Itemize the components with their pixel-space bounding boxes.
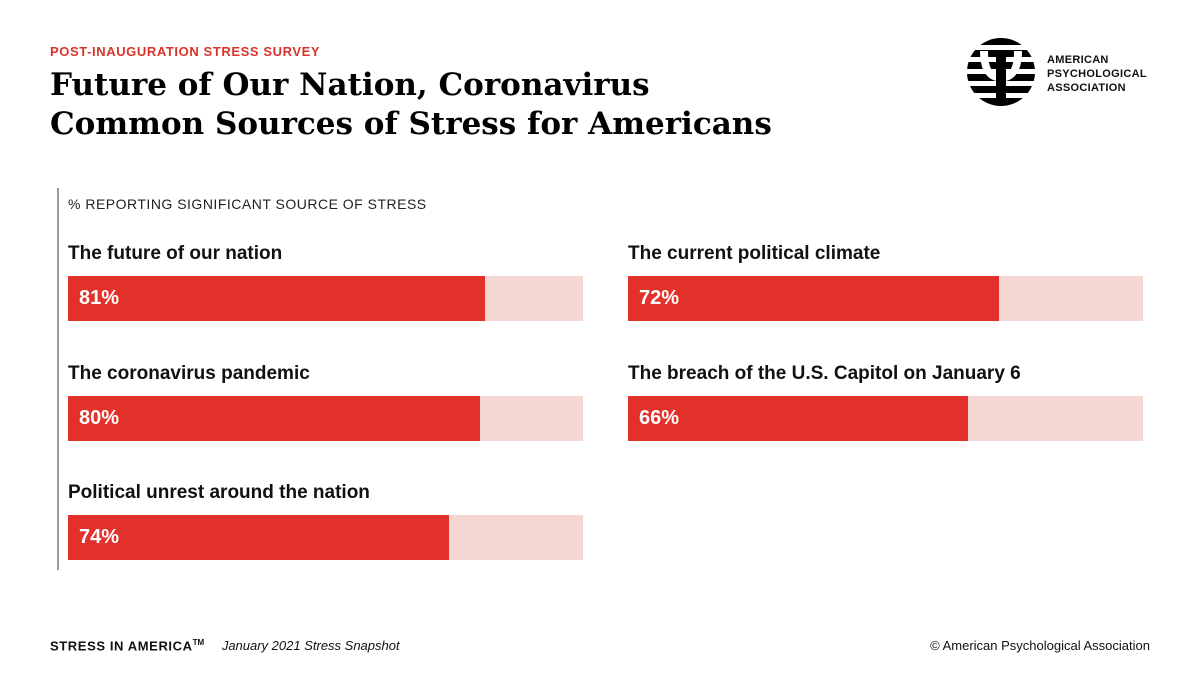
- bar-track: 72%: [628, 276, 1143, 321]
- chart-subtitle: % REPORTING SIGNIFICANT SOURCE OF STRESS: [68, 196, 427, 212]
- bar-fill: [68, 515, 450, 560]
- bar-label: The breach of the U.S. Capitol on Januar…: [628, 363, 1021, 384]
- psi-logo-icon: [967, 38, 1035, 106]
- title-line-2: Common Sources of Stress for Americans: [50, 106, 772, 142]
- logo-line-2: PSYCHOLOGICAL: [1047, 68, 1147, 80]
- bar-track: 66%: [628, 396, 1143, 441]
- bar-fill: [628, 396, 968, 441]
- footer-copyright: © American Psychological Association: [930, 638, 1150, 653]
- footer-brand: STRESS IN AMERICA: [50, 638, 193, 654]
- bar-value-label: 80%: [79, 407, 120, 429]
- bar-value-label: 66%: [639, 407, 680, 429]
- logo-wordmark: AMERICAN PSYCHOLOGICAL ASSOCIATION: [1047, 53, 1147, 95]
- chart-axis-line: [57, 188, 59, 570]
- bar-value-label: 81%: [79, 287, 120, 309]
- page-title: Future of Our Nation, Coronavirus Common…: [50, 66, 870, 144]
- title-line-1: Future of Our Nation, Coronavirus: [50, 67, 650, 103]
- survey-kicker: POST-INAUGURATION STRESS SURVEY: [50, 44, 321, 59]
- bar-track: 81%: [68, 276, 583, 321]
- footer-trademark: TM: [192, 638, 205, 647]
- bar-label: The coronavirus pandemic: [68, 363, 310, 384]
- bar-track: 80%: [68, 396, 583, 441]
- logo-line-1: AMERICAN: [1047, 54, 1109, 66]
- footer-subtitle: January 2021 Stress Snapshot: [221, 638, 400, 654]
- bar-fill: [68, 276, 486, 321]
- bar-label: The current political climate: [628, 243, 881, 264]
- bar-value-label: 72%: [639, 287, 680, 309]
- bar-fill: [628, 276, 999, 321]
- bar-value-label: 74%: [79, 526, 120, 548]
- apa-logo: AMERICAN PSYCHOLOGICAL ASSOCIATION: [966, 37, 1152, 107]
- footer-brand-line: STRESS IN AMERICATM January 2021 Stress …: [50, 638, 400, 653]
- bar-track: 74%: [68, 515, 583, 560]
- logo-line-3: ASSOCIATION: [1047, 82, 1126, 94]
- bar-label: Political unrest around the nation: [68, 482, 370, 503]
- bar-label: The future of our nation: [68, 243, 283, 264]
- bar-fill: [68, 396, 480, 441]
